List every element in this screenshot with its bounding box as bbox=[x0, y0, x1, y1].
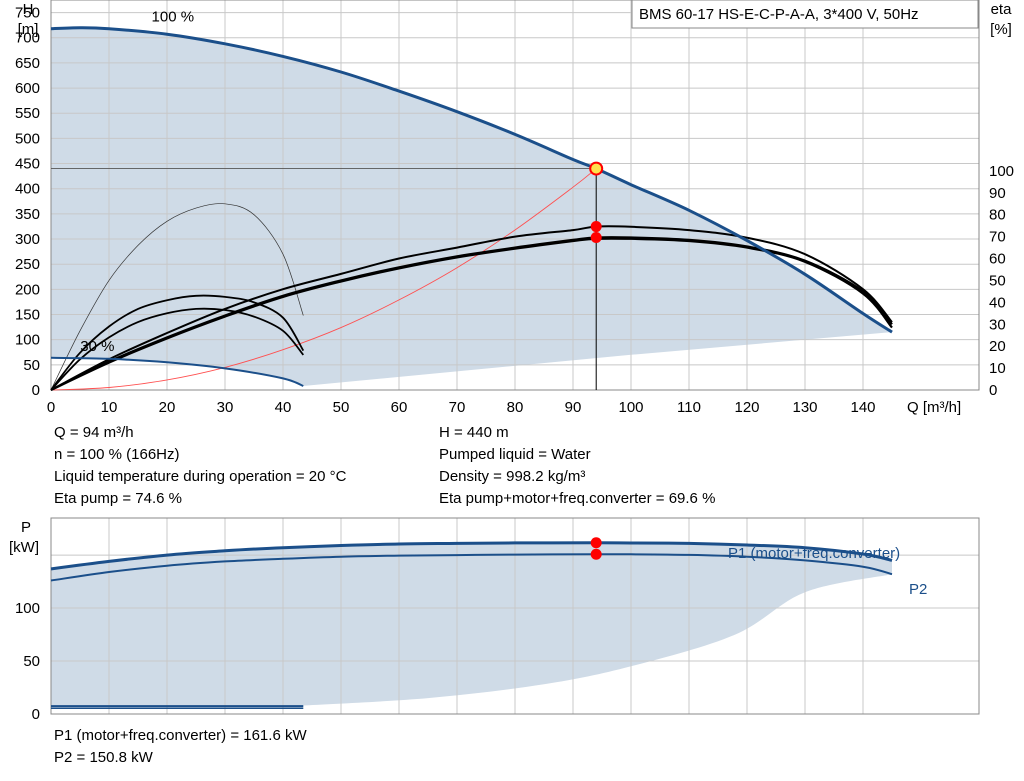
y2-tick-label: 20 bbox=[989, 338, 1006, 355]
info-liquid-temp: Liquid temperature during operation = 20… bbox=[54, 468, 347, 485]
y-tick-label: 550 bbox=[15, 105, 40, 122]
info-n: n = 100 % (166Hz) bbox=[54, 446, 180, 463]
p-tick-label: 100 bbox=[15, 600, 40, 617]
eta-curve-thin bbox=[50, 203, 304, 391]
x-tick-label: 90 bbox=[565, 399, 582, 416]
y2-tick-label: 40 bbox=[989, 294, 1006, 311]
eta-point-marker bbox=[590, 232, 602, 244]
x-tick-label: 110 bbox=[677, 399, 701, 416]
eta-pump-curve bbox=[50, 225, 893, 391]
y-tick-label: 700 bbox=[15, 30, 40, 47]
p2-series-label: P2 bbox=[909, 581, 927, 598]
x-axis-label: Q [m³/h] bbox=[907, 399, 961, 416]
eta-pump-min-curve bbox=[50, 294, 305, 391]
x-tick-label: 30 bbox=[217, 399, 234, 416]
y-axis-name: H bbox=[23, 1, 34, 18]
power-point-marker bbox=[590, 537, 602, 549]
p-axis-name: P bbox=[21, 519, 31, 536]
curve-annotation: 100 % bbox=[152, 9, 195, 26]
p1-series-label: P1 (motor+freq.converter) bbox=[728, 545, 900, 562]
p-tick-label: 0 bbox=[32, 706, 40, 723]
p-tick-label: 50 bbox=[23, 653, 40, 670]
eta-total-min-curve bbox=[50, 307, 304, 391]
system-curve bbox=[50, 168, 597, 391]
curve-annotation: 30 % bbox=[80, 338, 114, 355]
x-tick-label: 40 bbox=[275, 399, 292, 416]
y2-tick-label: 10 bbox=[989, 360, 1006, 377]
info-h: H = 440 m bbox=[439, 424, 509, 441]
x-tick-label: 20 bbox=[159, 399, 176, 416]
x-tick-label: 50 bbox=[333, 399, 350, 416]
y2-tick-label: 80 bbox=[989, 207, 1006, 224]
y2-tick-label: 100 bbox=[989, 163, 1014, 180]
p1-curve bbox=[50, 541, 893, 571]
chart-title: BMS 60-17 HS-E-C-P-A-A, 3*400 V, 50Hz bbox=[639, 6, 919, 23]
info-eta-total: Eta pump+motor+freq.converter = 69.6 % bbox=[439, 490, 716, 507]
y-tick-label: 50 bbox=[23, 357, 40, 374]
duty-point-marker bbox=[589, 161, 604, 176]
y-tick-label: 100 bbox=[15, 332, 40, 349]
y-tick-label: 450 bbox=[15, 156, 40, 173]
y-axis-unit: [m] bbox=[18, 21, 39, 38]
y-tick-label: 300 bbox=[15, 231, 40, 248]
y2-tick-label: 30 bbox=[989, 316, 1006, 333]
head-curve-30 bbox=[50, 356, 304, 387]
y-tick-label: 500 bbox=[15, 130, 40, 147]
y-tick-label: 600 bbox=[15, 80, 40, 97]
y2-axis-unit: [%] bbox=[990, 21, 1012, 38]
y2-tick-label: 60 bbox=[989, 251, 1006, 268]
info-pumped-liquid: Pumped liquid = Water bbox=[439, 446, 591, 463]
head-plot-frame bbox=[50, 0, 980, 391]
y2-tick-label: 50 bbox=[989, 272, 1006, 289]
title-box bbox=[631, 0, 979, 29]
power-plot-frame bbox=[50, 517, 980, 715]
y-tick-label: 750 bbox=[15, 5, 40, 22]
x-tick-label: 10 bbox=[101, 399, 118, 416]
y-tick-label: 350 bbox=[15, 206, 40, 223]
y-tick-label: 250 bbox=[15, 256, 40, 273]
p-axis-unit: [kW] bbox=[9, 539, 39, 556]
x-tick-label: 100 bbox=[618, 399, 643, 416]
head-curve-100 bbox=[50, 26, 893, 334]
eta-point-marker bbox=[590, 221, 602, 233]
info-p2: P2 = 150.8 kW bbox=[54, 749, 153, 766]
y-tick-label: 200 bbox=[15, 281, 40, 298]
power-point-marker bbox=[590, 548, 602, 560]
y2-axis-name: eta bbox=[991, 1, 1013, 18]
info-q: Q = 94 m³/h bbox=[54, 424, 134, 441]
y2-tick-label: 0 bbox=[989, 382, 997, 399]
x-tick-label: 120 bbox=[734, 399, 759, 416]
y-tick-label: 150 bbox=[15, 307, 40, 324]
y2-tick-label: 90 bbox=[989, 185, 1006, 202]
y-tick-label: 650 bbox=[15, 55, 40, 72]
info-p1: P1 (motor+freq.converter) = 161.6 kW bbox=[54, 727, 307, 744]
x-tick-label: 60 bbox=[391, 399, 408, 416]
p2-curve bbox=[50, 553, 893, 582]
power-range-area bbox=[51, 542, 892, 707]
x-tick-label: 0 bbox=[47, 399, 55, 416]
info-eta-pump: Eta pump = 74.6 % bbox=[54, 490, 182, 507]
y-tick-label: 400 bbox=[15, 181, 40, 198]
x-tick-label: 130 bbox=[792, 399, 817, 416]
x-tick-label: 70 bbox=[449, 399, 466, 416]
x-tick-label: 80 bbox=[507, 399, 524, 416]
y2-tick-label: 70 bbox=[989, 229, 1006, 246]
x-tick-label: 140 bbox=[850, 399, 875, 416]
info-density: Density = 998.2 kg/m³ bbox=[439, 468, 586, 485]
y-tick-label: 0 bbox=[32, 382, 40, 399]
